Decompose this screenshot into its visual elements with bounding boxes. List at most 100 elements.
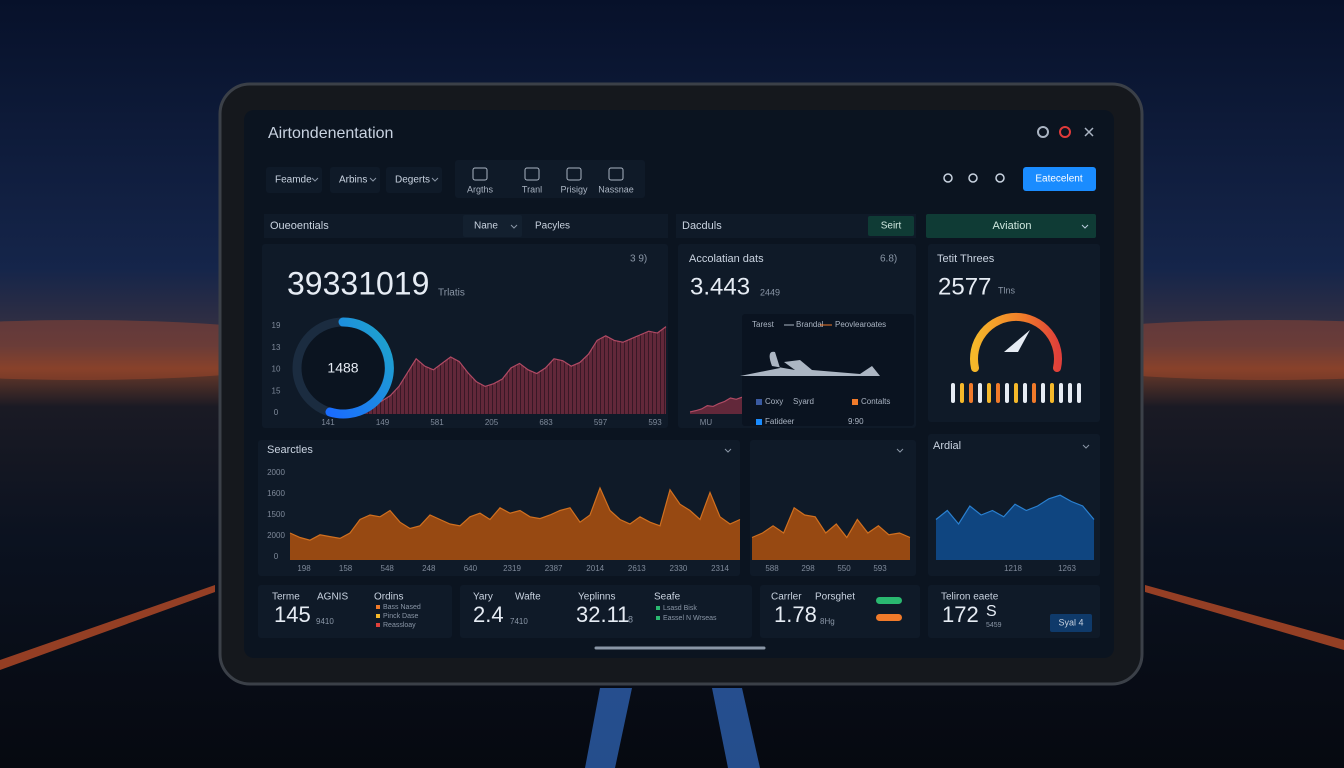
indicator-bar xyxy=(951,383,955,403)
x-tick-label: 1218 xyxy=(1004,564,1022,573)
tab-label: Argths xyxy=(467,184,494,194)
x-tick-label: 2014 xyxy=(586,564,604,573)
tab-icon[interactable] xyxy=(608,167,624,181)
stat-value: 1.78 xyxy=(774,602,817,627)
period: 3 9) xyxy=(630,254,647,265)
y-tick-label: 10 xyxy=(272,365,281,374)
legend-label: Reassloay xyxy=(383,622,416,629)
card-title: Searctles xyxy=(267,444,313,456)
chevron xyxy=(1081,224,1089,229)
chevron xyxy=(431,177,439,182)
search-icon[interactable] xyxy=(943,173,953,183)
inset-panel xyxy=(742,314,914,426)
x-tick-label: 298 xyxy=(801,564,815,573)
legend-label: Brandal xyxy=(796,320,824,329)
dropdown[interactable] xyxy=(386,167,442,193)
legend-label: Coxy xyxy=(765,397,783,406)
unit: 2449 xyxy=(760,287,780,297)
unit: 9410 xyxy=(316,617,334,626)
header-icon[interactable] xyxy=(1037,126,1049,138)
stat-card xyxy=(460,585,752,638)
chevron xyxy=(369,177,377,182)
y-tick-label: 0 xyxy=(274,408,279,417)
area-line xyxy=(935,494,1095,526)
indicator-bar xyxy=(1014,383,1018,403)
area-line xyxy=(329,326,667,413)
chevron xyxy=(311,177,319,182)
x-tick-label: 141 xyxy=(321,418,335,427)
y-tick-label: 15 xyxy=(272,386,281,395)
road-light xyxy=(585,688,632,768)
card xyxy=(928,244,1100,422)
header-icon[interactable] xyxy=(1059,126,1071,138)
road-light xyxy=(712,688,760,768)
chevron xyxy=(510,224,518,229)
x-tick-label: 2330 xyxy=(670,564,688,573)
x-tick-label: 1263 xyxy=(1058,564,1076,573)
legend-swatch xyxy=(376,605,380,609)
dropdown[interactable] xyxy=(330,167,380,193)
tab-group xyxy=(455,160,645,198)
legend-swatch xyxy=(376,614,380,618)
x-tick-label: 205 xyxy=(485,418,499,427)
indicator-bar xyxy=(996,383,1000,403)
legend-swatch xyxy=(656,606,660,610)
card-title: Ardial xyxy=(933,440,961,452)
plane-icon xyxy=(740,351,880,376)
section-title: Dacduls xyxy=(682,220,722,232)
area-line xyxy=(689,396,743,413)
x-tick-label: 597 xyxy=(594,418,608,427)
indicator-bar xyxy=(1032,383,1036,403)
tab-icon[interactable] xyxy=(524,167,540,181)
stat-value: 172 xyxy=(942,602,979,627)
y-tick-label: 1500 xyxy=(267,510,285,519)
select[interactable] xyxy=(926,214,1096,238)
close-icon[interactable] xyxy=(1084,127,1094,137)
gauge-arc xyxy=(970,312,1062,372)
section-title: Oueoentials xyxy=(270,220,329,232)
unit: Tlns xyxy=(998,285,1016,295)
select[interactable] xyxy=(463,215,522,237)
stat-label: Yary xyxy=(473,592,493,603)
unit: S xyxy=(986,603,997,620)
tab-label: Prisigy xyxy=(560,184,588,194)
indicator-bar xyxy=(1077,383,1081,403)
app-title: Airtondenentation xyxy=(268,125,393,142)
status-pill xyxy=(876,597,902,604)
dropdown[interactable] xyxy=(266,167,322,193)
legend-swatch xyxy=(376,623,380,627)
x-tick-label: 581 xyxy=(430,418,444,427)
indicator-bar xyxy=(1050,383,1054,403)
stat-value: 145 xyxy=(274,602,311,627)
x-tick-label: 593 xyxy=(648,418,662,427)
x-tick-label: 593 xyxy=(873,564,887,573)
x-tick-label: 2314 xyxy=(711,564,729,573)
sort-button[interactable] xyxy=(868,216,914,236)
primary-button[interactable] xyxy=(1023,167,1096,191)
x-tick-label: 2387 xyxy=(545,564,563,573)
tab-icon[interactable] xyxy=(472,167,488,181)
dropdown-label: Arbins xyxy=(339,175,367,186)
indicator-bar xyxy=(1041,383,1045,403)
select-label: Pacyles xyxy=(535,221,570,232)
legend-swatch xyxy=(656,616,660,620)
area-line xyxy=(289,486,741,541)
search-icon[interactable] xyxy=(995,173,1005,183)
tab-icon[interactable] xyxy=(566,167,582,181)
gauge-needle xyxy=(1004,330,1030,352)
x-tick-label: 640 xyxy=(464,564,478,573)
select-label: Nane xyxy=(474,221,498,232)
legend-swatch xyxy=(852,399,858,405)
indicator-bar xyxy=(978,383,982,403)
settings-icon[interactable] xyxy=(968,173,978,183)
stat-button[interactable] xyxy=(1050,614,1092,632)
unit: 5459 xyxy=(986,622,1002,629)
big-value: 39331019 xyxy=(287,265,429,301)
stat-value: 2.4 xyxy=(473,602,504,627)
legend-label: Syard xyxy=(793,397,814,406)
legend-swatch xyxy=(756,419,762,425)
indicator-bar xyxy=(1068,383,1072,403)
legend-label: Pinck Dase xyxy=(383,613,419,620)
legend-label: 9:90 xyxy=(848,417,864,426)
